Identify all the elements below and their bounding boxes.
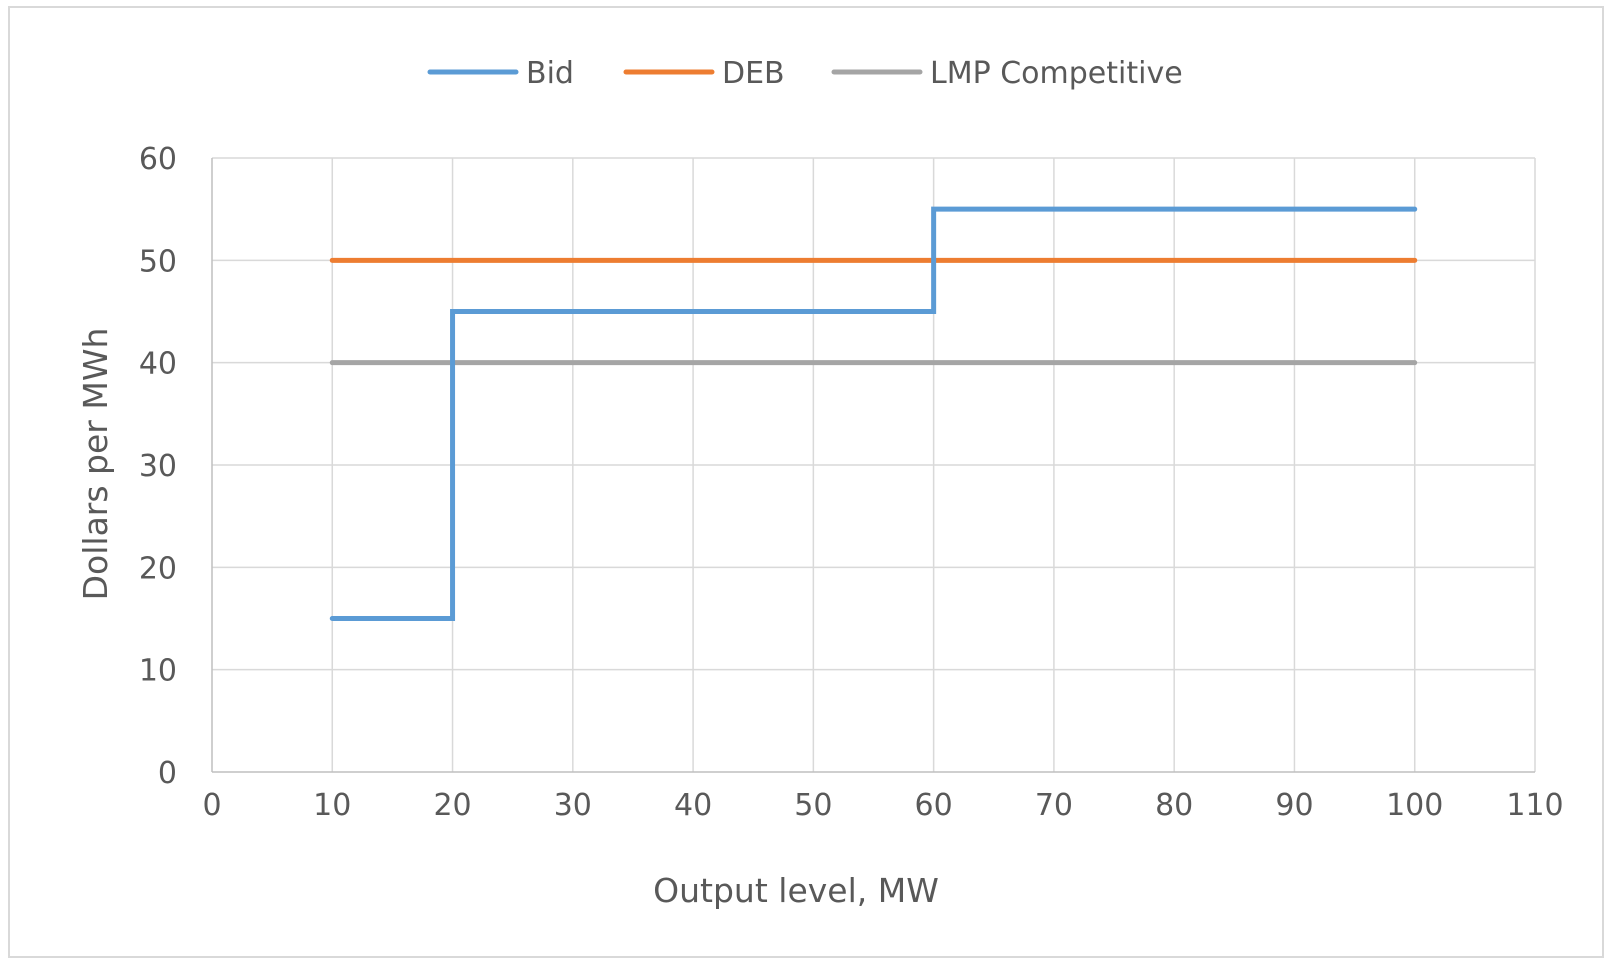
- legend: Bid DEB LMP Competitive: [427, 56, 1183, 91]
- x-tick-label-60: 60: [915, 788, 953, 823]
- series-line-bid: [329, 206, 1418, 621]
- x-tick-label-20: 20: [433, 788, 471, 823]
- y-tick-label-40: 40: [139, 347, 177, 382]
- x-tick-label-30: 30: [554, 788, 592, 823]
- x-tick-label-0: 0: [202, 788, 221, 823]
- legend-label-lmp-competitive: LMP Competitive: [930, 56, 1183, 91]
- legend-item-lmp-competitive: LMP Competitive: [831, 56, 1183, 91]
- y-tick-label-20: 20: [139, 551, 177, 586]
- y-tick-label-60: 60: [139, 142, 177, 177]
- y-tick-label-0: 0: [158, 756, 177, 791]
- y-tick-label-30: 30: [139, 449, 177, 484]
- legend-item-bid: Bid: [427, 56, 574, 91]
- tick-labels: 0 10 20 30 40 50 60 70 80 90 100 110 0 10 20 30 40 50 60: [139, 142, 1564, 823]
- grid-lines: [212, 157, 1536, 772]
- x-tick-label-80: 80: [1155, 788, 1193, 823]
- x-tick-label-10: 10: [313, 788, 351, 823]
- x-tick-label-70: 70: [1035, 788, 1073, 823]
- legend-item-deb: DEB: [623, 56, 785, 91]
- x-tick-label-40: 40: [674, 788, 712, 823]
- x-tick-label-100: 100: [1386, 788, 1443, 823]
- x-tick-label-50: 50: [794, 788, 832, 823]
- legend-label-deb: DEB: [722, 56, 785, 91]
- axes: [211, 158, 1535, 773]
- series-lines: [329, 206, 1418, 621]
- legend-label-bid: Bid: [526, 56, 574, 91]
- chart-frame: [8, 6, 1604, 958]
- y-tick-label-50: 50: [139, 244, 177, 279]
- x-tick-label-110: 110: [1506, 788, 1563, 823]
- x-axis-title: Output level, MW: [653, 871, 939, 910]
- y-axis-title: Dollars per MWh: [76, 328, 115, 601]
- x-tick-label-90: 90: [1275, 788, 1313, 823]
- y-tick-label-10: 10: [139, 654, 177, 689]
